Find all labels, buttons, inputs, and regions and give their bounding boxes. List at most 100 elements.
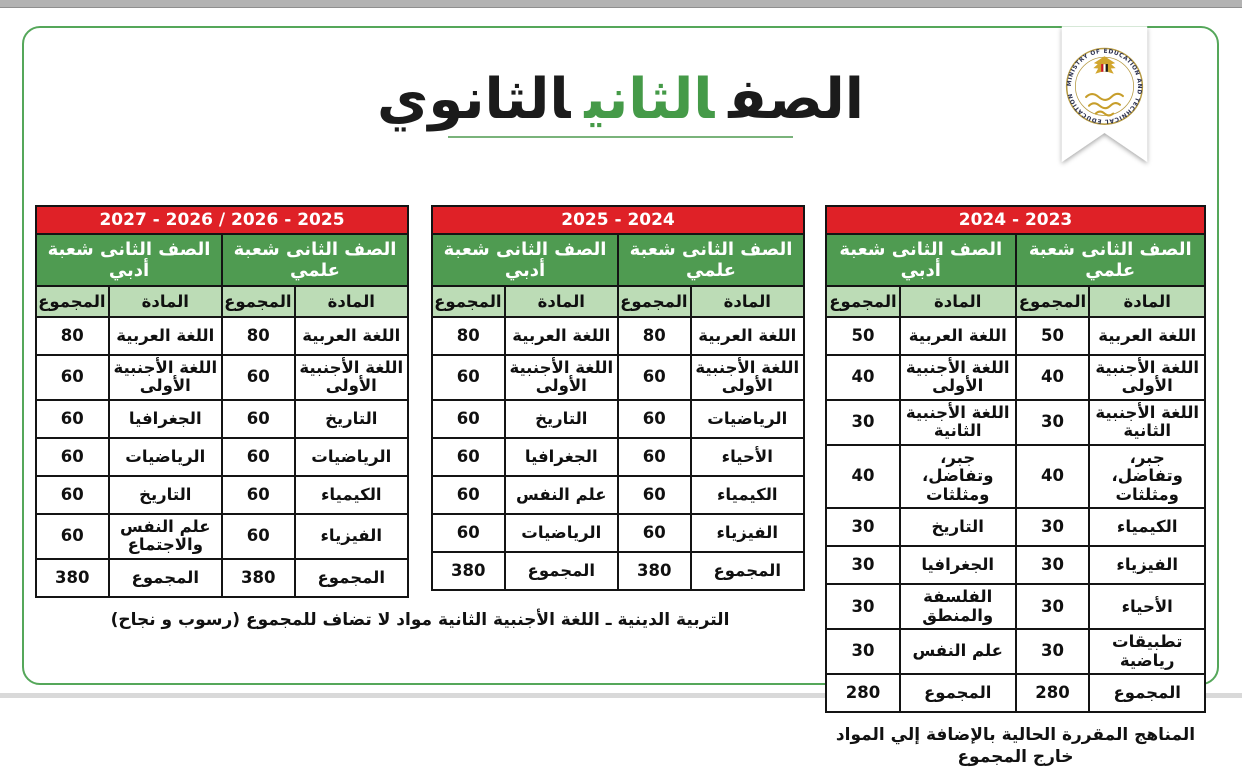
total-cell: 60 [35, 512, 110, 560]
subject-cell: الفيزياء [293, 512, 410, 560]
subject-cell: اللغة العربية [503, 316, 620, 356]
total-cell: 30 [1014, 583, 1091, 631]
subject-cell: المجموع [1088, 673, 1206, 714]
table-row: المجموع 280 المجموع 280 [825, 673, 1206, 714]
subject-cell: اللغة العربية [1088, 316, 1206, 356]
table-wrap-2024-2025: 2025 - 2024 الصف الثانى شعبة علمي الصف ا… [430, 205, 806, 598]
table-row: الأحياء 60 الجغرافيا 60 [431, 436, 806, 477]
table-row: التاريخ 60 الجغرافيا 60 [35, 398, 410, 439]
total-cell: 40 [1014, 354, 1091, 401]
table-row: اللغة الأجنبية الأولى 60 اللغة الأجنبية ال… [431, 354, 806, 401]
subject-cell: اللغة العربية [293, 316, 410, 356]
table-2025-2027: 2027 - 2026 / 2026 - 2025 الصف الثانى شع… [34, 205, 410, 598]
total-cell: 60 [431, 436, 506, 477]
subject-cell: اللغة العربية [898, 316, 1017, 356]
table-row: الرياضيات 60 التاريخ 60 [431, 398, 806, 439]
column-header-row: المادة المجموع المادة المجموع [35, 285, 410, 318]
total-cell: 40 [1014, 443, 1091, 510]
scientific-section-header: الصف الثانى شعبة علمي [221, 233, 409, 287]
total-cell: 60 [431, 354, 506, 401]
subject-cell: اللغة الأجنبية الأولى [898, 354, 1017, 401]
table-row: اللغة الأجنبية الأولى 60 اللغة الأجنبية ال… [35, 354, 410, 401]
total-cell: 60 [35, 354, 110, 401]
subject-cell: المجموع [293, 557, 410, 598]
subject-cell: الجغرافيا [898, 545, 1017, 586]
subject-cell: التاريخ [898, 507, 1017, 548]
year-header-row: 2024 - 2023 [825, 205, 1206, 235]
table-row: جبر، وتفاضل، ومثلثات 40 جبر، وتفاضل، ومثلث… [825, 443, 1206, 510]
literary-section-header: الصف الثانى شعبة أدبي [430, 233, 620, 287]
total-cell: 60 [221, 398, 296, 439]
table-row: المجموع 380 المجموع 380 [35, 557, 410, 598]
total-cell: 50 [825, 316, 901, 356]
total-cell: 280 [1014, 673, 1091, 714]
subject-cell: اللغة العربية [107, 316, 224, 356]
total-cell: 40 [825, 354, 901, 401]
total-cell: 60 [221, 354, 296, 401]
total-cell: 30 [825, 507, 901, 548]
subject-cell: الكيمياء [689, 474, 806, 515]
table-row: اللغة العربية 50 اللغة العربية 50 [825, 316, 1206, 356]
total-cell: 40 [825, 443, 901, 510]
subject-cell: المجموع [503, 550, 620, 591]
table-2024-2025: 2025 - 2024 الصف الثانى شعبة علمي الصف ا… [430, 205, 806, 591]
subject-cell: الرياضيات [293, 436, 410, 477]
total-cell: 380 [221, 557, 296, 598]
ministry-ribbon: MINISTRY OF EDUCATION AND TECHNICAL EDUC… [1056, 26, 1153, 170]
total-cell: 60 [617, 474, 692, 515]
table-row: تطبيقات رياضية 30 علم النفس 30 [825, 628, 1206, 676]
subject-cell: الكيمياء [293, 474, 410, 515]
table-row: الأحياء 30 الفلسفة والمنطق 30 [825, 583, 1206, 631]
table-row: اللغة الأجنبية الأولى 40 اللغة الأجنبية ال… [825, 354, 1206, 401]
literary-section-header: الصف الثانى شعبة أدبي [34, 233, 224, 287]
total-cell: 60 [431, 398, 506, 439]
subject-cell: التاريخ [107, 474, 224, 515]
table-row: الرياضيات 60 الرياضيات 60 [35, 436, 410, 477]
page-title: الصفالثانيالثانوي [24, 67, 1217, 132]
window-bottom-edge [0, 693, 1242, 698]
subject-cell: الفيزياء [689, 512, 806, 553]
title-underline [448, 136, 793, 139]
subject-cell: علم النفس [898, 628, 1017, 676]
table-body: اللغة العربية 80 اللغة العربية 80 اللغة الأج… [431, 316, 806, 591]
subject-cell: المجموع [689, 550, 806, 591]
subject-cell: الجغرافيا [503, 436, 620, 477]
footnote-current-year: المناهج المقررة الحالية بالإضافة إلي الم… [835, 725, 1196, 768]
subject-cell: علم النفس [503, 474, 620, 515]
table-row: الكيمياء 60 علم النفس 60 [431, 474, 806, 515]
total-cell: 30 [1014, 545, 1091, 586]
title-word-highlight: الثاني [584, 67, 715, 132]
subject-cell: الكيمياء [1088, 507, 1206, 548]
curriculum-tables: 2024 - 2023 الصف الثانى شعبة علمي الصف ا… [34, 205, 1207, 768]
total-cell: 280 [825, 673, 901, 714]
subject-cell: الأحياء [689, 436, 806, 477]
total-cell: 30 [825, 545, 901, 586]
total-cell: 60 [617, 436, 692, 477]
title-word: الصف [728, 67, 864, 132]
year-header-row: 2025 - 2024 [431, 205, 805, 235]
subject-column-header: المادة [898, 285, 1017, 318]
year-header: 2024 - 2023 [825, 205, 1206, 235]
total-cell: 60 [617, 398, 692, 439]
total-cell: 60 [35, 436, 110, 477]
section-header-row: الصف الثانى شعبة علمي الصف الثانى شعبة أ… [34, 233, 409, 287]
table-row: المجموع 380 المجموع 380 [431, 550, 806, 591]
subject-cell: المجموع [898, 673, 1017, 714]
total-column-header: المجموع [1014, 285, 1091, 318]
subject-column-header: المادة [107, 285, 224, 318]
subject-cell: جبر، وتفاضل، ومثلثات [898, 443, 1017, 510]
subject-column-header: المادة [503, 285, 620, 318]
total-cell: 60 [35, 398, 110, 439]
table-body: اللغة العربية 50 اللغة العربية 50 اللغة الأج… [825, 316, 1206, 714]
table-row: اللغة العربية 80 اللغة العربية 80 [431, 316, 806, 356]
column-header-row: المادة المجموع المادة المجموع [825, 285, 1206, 318]
subject-cell: اللغة العربية [689, 316, 806, 356]
subject-cell: الجغرافيا [107, 398, 224, 439]
total-cell: 30 [825, 583, 901, 631]
total-cell: 60 [35, 474, 110, 515]
subject-cell: الرياضيات [503, 512, 620, 553]
subject-cell: اللغة الأجنبية الأولى [503, 354, 620, 401]
poster-card: MINISTRY OF EDUCATION AND TECHNICAL EDUC… [22, 26, 1219, 767]
subject-cell: اللغة الأجنبية الثانية [1088, 398, 1206, 446]
total-cell: 60 [221, 436, 296, 477]
